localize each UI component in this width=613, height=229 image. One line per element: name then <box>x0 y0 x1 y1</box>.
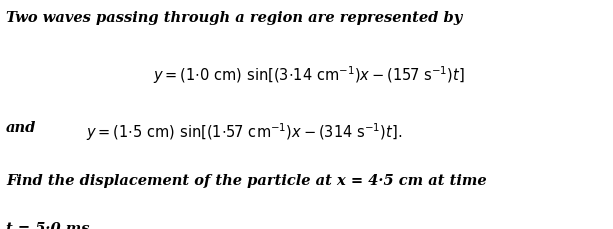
Text: t = 5·0 ms.: t = 5·0 ms. <box>6 222 95 229</box>
Text: Two waves passing through a region are represented by: Two waves passing through a region are r… <box>6 11 462 25</box>
Text: $y = (1{\cdot}5\ \mathrm{cm})\ \sin[(1{\cdot}57\ \mathrm{cm}^{-1})x - (314\ \mat: $y = (1{\cdot}5\ \mathrm{cm})\ \sin[(1{\… <box>86 121 402 143</box>
Text: $y = (1{\cdot}0\ \mathrm{cm})\ \sin[(3{\cdot}14\ \mathrm{cm}^{-1})x - (157\ \mat: $y = (1{\cdot}0\ \mathrm{cm})\ \sin[(3{\… <box>153 64 465 86</box>
Text: Find the displacement of the particle at x = 4·5 cm at time: Find the displacement of the particle at… <box>6 174 487 188</box>
Text: and: and <box>6 121 37 135</box>
